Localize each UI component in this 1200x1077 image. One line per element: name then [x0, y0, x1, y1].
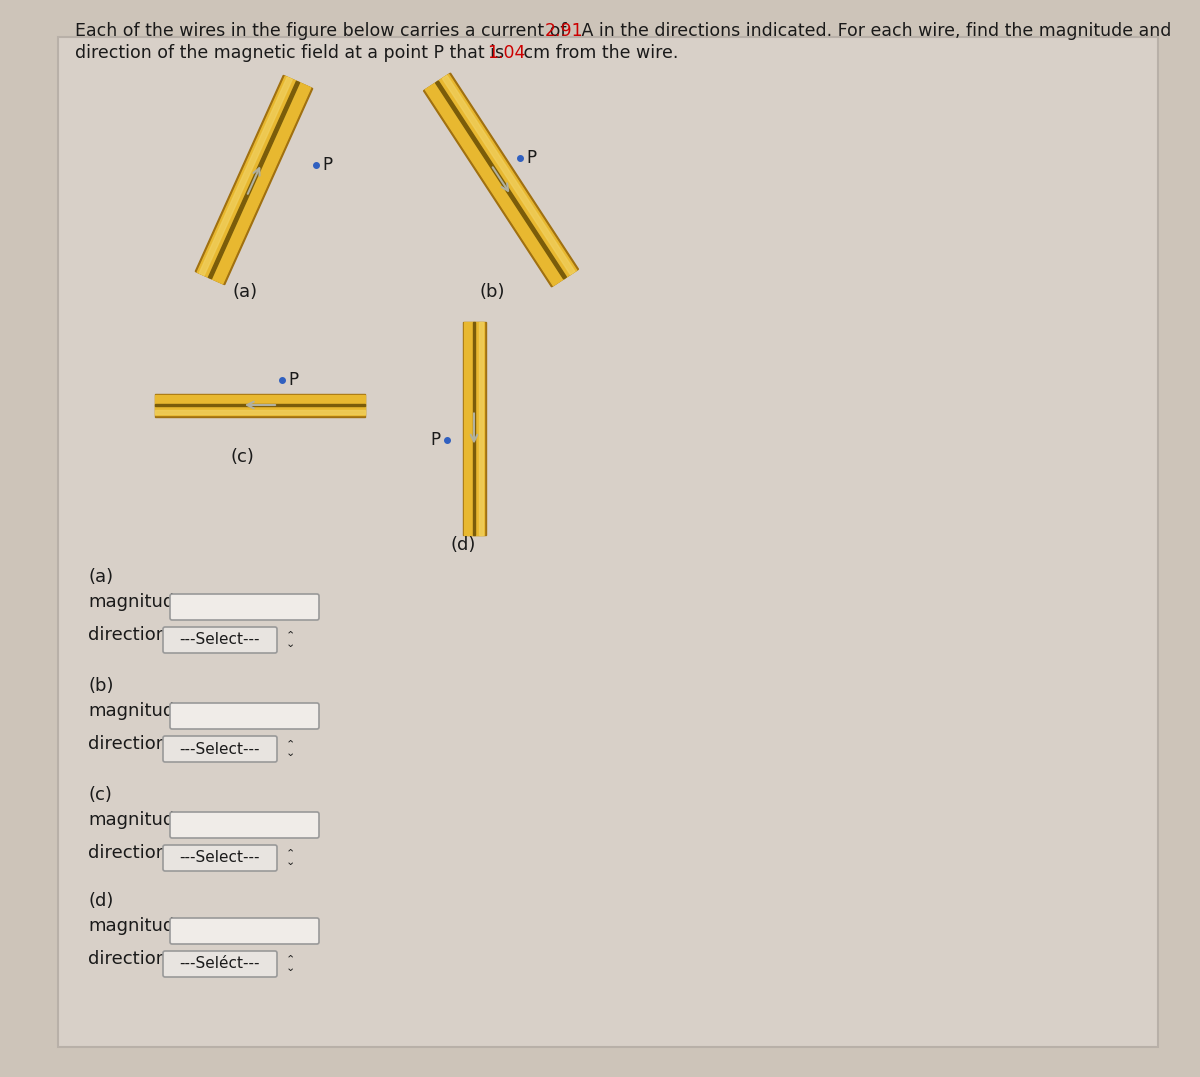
Text: ---Seléct---: ---Seléct--- — [180, 956, 260, 971]
Polygon shape — [199, 78, 293, 276]
Text: P: P — [431, 431, 442, 449]
Text: (c): (c) — [230, 448, 254, 466]
Polygon shape — [424, 73, 578, 286]
Text: magnitude: magnitude — [88, 917, 185, 935]
Text: magnitude: magnitude — [88, 811, 185, 829]
FancyBboxPatch shape — [170, 812, 319, 838]
Text: ---Select---: ---Select--- — [180, 851, 260, 866]
Text: (d): (d) — [88, 892, 113, 910]
FancyBboxPatch shape — [170, 595, 319, 620]
Text: (d): (d) — [450, 536, 475, 554]
FancyBboxPatch shape — [163, 951, 277, 977]
Polygon shape — [443, 75, 575, 275]
FancyBboxPatch shape — [170, 703, 319, 729]
Text: Each of the wires in the figure below carries a current of: Each of the wires in the figure below ca… — [74, 22, 572, 40]
Text: ---Select---: ---Select--- — [180, 632, 260, 647]
Polygon shape — [464, 322, 484, 535]
Text: direction of the magnetic field at a point P that is: direction of the magnetic field at a poi… — [74, 44, 510, 62]
Polygon shape — [462, 322, 486, 535]
Polygon shape — [473, 322, 475, 535]
Text: P: P — [288, 370, 298, 389]
Text: ---Select---: ---Select--- — [180, 741, 260, 756]
Text: A in the directions indicated. For each wire, find the magnitude and: A in the directions indicated. For each … — [576, 22, 1171, 40]
Polygon shape — [155, 409, 365, 414]
FancyBboxPatch shape — [163, 845, 277, 871]
Text: direction: direction — [88, 735, 167, 753]
Text: 2.91: 2.91 — [545, 22, 583, 40]
Text: ⌃
⌄: ⌃ ⌄ — [286, 740, 295, 758]
Text: (a): (a) — [233, 283, 258, 300]
Text: (c): (c) — [88, 786, 112, 805]
Polygon shape — [436, 81, 566, 279]
Polygon shape — [155, 395, 365, 415]
FancyBboxPatch shape — [170, 918, 319, 945]
Text: (b): (b) — [88, 677, 114, 695]
Polygon shape — [209, 81, 300, 279]
Polygon shape — [196, 75, 313, 284]
Text: direction: direction — [88, 844, 167, 862]
Polygon shape — [479, 322, 482, 535]
Text: ⌃
⌄: ⌃ ⌄ — [286, 631, 295, 649]
Text: ⌃
⌄: ⌃ ⌄ — [286, 955, 295, 974]
Polygon shape — [425, 74, 577, 285]
Text: (a): (a) — [88, 568, 113, 586]
Text: magnitude: magnitude — [88, 702, 185, 721]
Text: P: P — [526, 149, 536, 167]
FancyBboxPatch shape — [163, 736, 277, 763]
Polygon shape — [197, 76, 311, 283]
Polygon shape — [155, 404, 365, 406]
Text: direction: direction — [88, 950, 167, 968]
Text: cm from the wire.: cm from the wire. — [518, 44, 678, 62]
FancyBboxPatch shape — [58, 37, 1158, 1047]
Polygon shape — [155, 393, 365, 417]
Text: magnitude: magnitude — [88, 593, 185, 611]
Text: 1.04: 1.04 — [487, 44, 526, 62]
Text: P: P — [322, 156, 332, 174]
Text: ⌃
⌄: ⌃ ⌄ — [286, 849, 295, 867]
Text: (b): (b) — [479, 283, 505, 300]
Text: direction: direction — [88, 626, 167, 644]
FancyBboxPatch shape — [163, 627, 277, 653]
